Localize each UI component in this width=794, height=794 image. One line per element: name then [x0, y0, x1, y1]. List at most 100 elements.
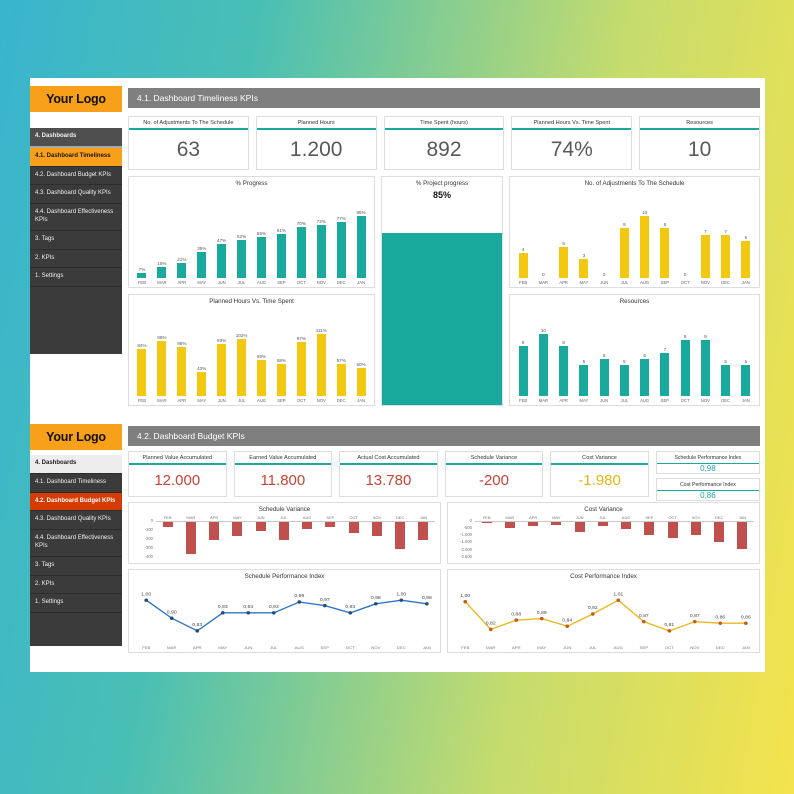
- bar: [644, 522, 655, 535]
- bar: [481, 522, 492, 523]
- sidebar-item-4-1-dashboard-timeliness[interactable]: 4.1. Dashboard Timeliness: [30, 147, 122, 167]
- bar-column: NOV: [365, 514, 389, 563]
- line-point: [514, 618, 519, 622]
- chart-title: Schedule Variance: [258, 506, 311, 513]
- kpi-label: Planned Value Accumulated: [129, 452, 226, 465]
- line-chart: 1,00 FEB 0,90 MAR 0,83 APR 0,93 MAY 0,93 JUN 0,93 J…: [141, 592, 432, 651]
- sidebar-item-4-3-dashboard-quality-kpis[interactable]: 4.3. Dashboard Quality KPIs: [30, 511, 122, 531]
- bar-wrap: 6: [635, 306, 655, 396]
- point-label: 0,89: [537, 610, 547, 616]
- bar-wrap: 84%: [132, 306, 152, 396]
- month-label: FEB: [137, 398, 147, 403]
- line-point: [169, 616, 174, 620]
- point-label: 1,01: [613, 592, 623, 598]
- bar-wrap: 10: [635, 188, 655, 278]
- line-point: [744, 621, 748, 625]
- bar-column: 9 NOV: [695, 306, 715, 405]
- bar-value-label: 57%: [336, 358, 346, 363]
- bar-column: 4 FEB: [513, 188, 533, 287]
- month-label: SEP: [645, 515, 654, 520]
- month-label: JUL: [620, 398, 629, 403]
- axis-label: -2.500: [460, 553, 472, 559]
- bar: [714, 522, 725, 542]
- month-label: DEC: [395, 515, 405, 520]
- sidebar-item-1-settings[interactable]: 1. Settings: [30, 268, 122, 288]
- chart-body: 1,00 FEB 0,82 MAR 0,88 APR 0,89 MAY 0,84 JUN 0,92 J…: [448, 581, 759, 652]
- sidebar-item-4-2-dashboard-budget-kpis[interactable]: 4.2. Dashboard Budget KPIs: [30, 167, 122, 186]
- bar-value-label: 0: [542, 272, 545, 277]
- month-label: NOV: [700, 398, 710, 403]
- sidebar-item-3-tags[interactable]: 3. Tags: [30, 557, 122, 576]
- chart-schedule-variance: Schedule Variance 0 -100 -200 -300 -400 FEB MA…: [128, 502, 441, 564]
- bar-column: APR: [521, 514, 545, 563]
- line-point: [590, 612, 595, 616]
- bar: [348, 522, 359, 533]
- month-label: APR: [177, 398, 187, 403]
- line-point: [195, 629, 200, 633]
- bar-column: SEP: [318, 514, 342, 563]
- sidebar-item-4-dashboards[interactable]: 4. Dashboards: [30, 455, 122, 474]
- sidebar-item-2-kpis[interactable]: 2. KPIs: [30, 250, 122, 269]
- month-label: MAR: [157, 398, 167, 403]
- sidebar-item-2-kpis[interactable]: 2. KPIs: [30, 576, 122, 595]
- bar-column: 5 APR: [554, 188, 574, 287]
- axis-label: -100: [144, 526, 153, 532]
- bar: [177, 347, 187, 396]
- month-label: OCT: [349, 515, 358, 520]
- bar-value-label: 6: [602, 353, 606, 358]
- bar-wrap: 6: [736, 188, 756, 278]
- month-label: MAY: [218, 645, 227, 650]
- month-label: FEB: [519, 280, 528, 285]
- sidebar-item-4-2-dashboard-budget-kpis[interactable]: 4.2. Dashboard Budget KPIs: [30, 492, 122, 512]
- bar-value-label: 98%: [157, 335, 167, 340]
- month-label: JUN: [575, 515, 584, 520]
- point-label: 0,83: [192, 622, 202, 628]
- month-label: JUL: [589, 645, 597, 650]
- bar-value-label: 5: [582, 359, 586, 364]
- kpi-row: No. of Adjustments To The Schedule 63 Plan…: [128, 116, 760, 170]
- bar-value-label: 10: [642, 210, 648, 215]
- month-label: JAN: [419, 515, 428, 520]
- bar: [177, 263, 187, 278]
- bar-zone: [156, 521, 180, 563]
- bar-value-label: 9: [704, 334, 707, 339]
- sidebar-item-1-settings[interactable]: 1. Settings: [30, 594, 122, 614]
- bar-column: 8 SEP: [655, 188, 675, 287]
- chart-progress: % Progress 7% FEB 15% MAR 21% APR 35% MAY 47% JUN…: [128, 176, 375, 288]
- chart-body: 84% FEB 98% MAR 88% APR 43% MAY 93% JUN 102% JUL 65%…: [129, 306, 374, 405]
- bar: [336, 364, 346, 396]
- bar-column: 85% JAN: [351, 188, 371, 287]
- month-label: OCT: [296, 398, 306, 403]
- bar-column: 3 MAY: [574, 188, 594, 287]
- bar-column: 7 SEP: [655, 306, 675, 405]
- axis-label: -1.000: [460, 532, 472, 538]
- month-label: MAR: [538, 280, 549, 285]
- month-label: APR: [210, 515, 219, 520]
- month-label: FEB: [519, 398, 528, 403]
- bar-zone: [568, 521, 592, 563]
- sidebar-item-4-4-dashboard-effectiveness-kpis[interactable]: 4.4. Dashboard Effectiveness KPIs: [30, 530, 122, 557]
- kpi-card: Schedule Variance -200: [444, 451, 544, 497]
- sidebar-item-4-1-dashboard-timeliness[interactable]: 4.1. Dashboard Timeliness: [30, 474, 122, 493]
- chart-planned-vs-spent: Planned Hours Vs. Time Spent 84% FEB 98% MA…: [128, 294, 375, 406]
- bar-value-label: 3: [582, 253, 586, 258]
- bar: [619, 365, 629, 396]
- bar-column: FEB: [475, 514, 499, 563]
- bar: [640, 359, 650, 396]
- sidebar-item-4-3-dashboard-quality-kpis[interactable]: 4.3. Dashboard Quality KPIs: [30, 185, 122, 205]
- line-point: [271, 611, 276, 615]
- sidebar-item-3-tags[interactable]: 3. Tags: [30, 231, 122, 250]
- bar-wrap: 43%: [192, 306, 212, 396]
- sidebar-item-4-dashboards[interactable]: 4. Dashboards: [30, 128, 122, 148]
- kpi-label: Planned Hours Vs. Time Spent: [512, 117, 632, 130]
- month-label: MAY: [579, 398, 589, 403]
- bar-zone: [179, 521, 203, 563]
- bar: [504, 522, 515, 528]
- bar-column: 8 APR: [554, 306, 574, 405]
- bar-column: 111% NOV: [311, 306, 331, 405]
- bar-zone: [202, 521, 226, 563]
- month-label: DEC: [721, 280, 731, 285]
- bar: [356, 216, 366, 278]
- bar-column: APR: [202, 514, 226, 563]
- sidebar-item-4-4-dashboard-effectiveness-kpis[interactable]: 4.4. Dashboard Effectiveness KPIs: [30, 204, 122, 231]
